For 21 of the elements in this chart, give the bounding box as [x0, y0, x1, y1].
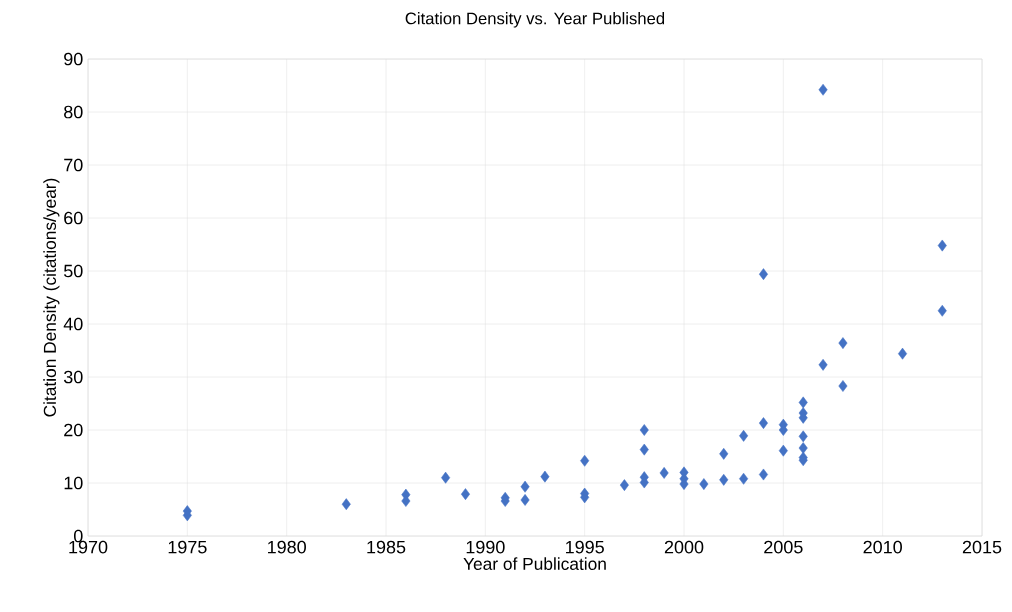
y-tick-label: 40 — [63, 317, 83, 331]
x-tick-label: 2015 — [962, 540, 1002, 554]
chart-title: Citation Density vs. Year Published — [405, 12, 665, 28]
y-tick-label: 70 — [64, 158, 83, 172]
x-tick-label: 1990 — [466, 540, 505, 554]
y-axis-title: Citation Density (citations/year) — [43, 178, 60, 417]
x-tick-label: 2000 — [664, 540, 704, 554]
y-tick-label: 90 — [64, 52, 83, 66]
x-tick-label: 1985 — [367, 540, 406, 554]
y-tick-label: 60 — [64, 211, 83, 225]
x-tick-label: 2010 — [863, 540, 902, 554]
y-tick-label: 50 — [63, 264, 83, 278]
y-tick-label: 10 — [64, 476, 83, 490]
y-tick-label: 30 — [63, 370, 83, 384]
y-tick-label: 80 — [64, 105, 83, 119]
x-tick-label: 1980 — [268, 540, 306, 554]
x-axis-title: Year of Publication — [463, 557, 606, 570]
x-tick-label: 2005 — [764, 540, 803, 554]
x-tick-label: 1995 — [566, 540, 604, 554]
y-tick-label: 20 — [64, 423, 83, 437]
x-tick-label: 1975 — [168, 540, 207, 554]
